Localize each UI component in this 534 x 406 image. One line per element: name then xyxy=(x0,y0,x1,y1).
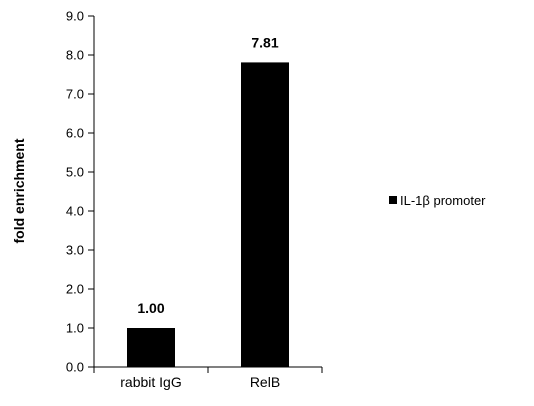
y-tick-label: 4.0 xyxy=(66,204,84,219)
x-tick-label: RelB xyxy=(250,374,280,390)
y-tick-label: 9.0 xyxy=(66,9,84,24)
y-ticks: 0.0 1.0 2.0 3.0 4.0 5.0 6.0 7.0 8.0 9.0 xyxy=(66,9,94,375)
data-labels: 1.00 7.81 xyxy=(137,34,278,316)
bar-relb xyxy=(241,62,289,367)
y-tick-label: 7.0 xyxy=(66,87,84,102)
y-tick-label: 8.0 xyxy=(66,48,84,63)
y-tick-label: 2.0 xyxy=(66,282,84,297)
y-tick-label: 0.0 xyxy=(66,360,84,375)
y-tick-label: 1.0 xyxy=(66,321,84,336)
data-label: 1.00 xyxy=(137,300,164,316)
y-tick-label: 6.0 xyxy=(66,126,84,141)
bars xyxy=(127,62,289,367)
y-tick-label: 3.0 xyxy=(66,243,84,258)
data-label: 7.81 xyxy=(251,34,278,50)
bar-rabbit-igg xyxy=(127,328,175,367)
y-axis-title: fold enrichment xyxy=(11,138,27,243)
x-tick-label: rabbit IgG xyxy=(120,374,181,390)
legend: IL-1β promoter xyxy=(389,193,486,208)
legend-label: IL-1β promoter xyxy=(400,193,486,208)
x-labels: rabbit IgG RelB xyxy=(120,374,280,390)
legend-swatch xyxy=(389,196,397,204)
y-tick-label: 5.0 xyxy=(66,165,84,180)
